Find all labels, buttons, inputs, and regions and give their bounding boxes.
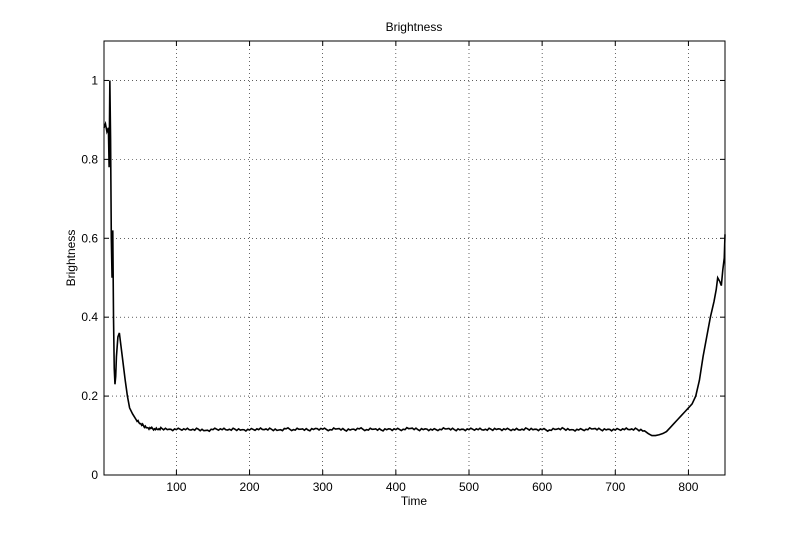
y-tick-label: 0	[91, 468, 98, 482]
x-tick-label: 100	[166, 480, 186, 494]
plot-area	[104, 41, 725, 475]
plot-frame	[103, 40, 726, 476]
x-tick-label: 500	[459, 480, 479, 494]
y-tick-label: 0.4	[81, 310, 98, 324]
x-tick-label: 300	[313, 480, 333, 494]
x-tick-labels: 100 200 300 400 500 600 700 800	[166, 480, 698, 494]
y-tick-labels: 0 0.2 0.4 0.6 0.8 1	[81, 73, 98, 482]
chart-title: Brightness	[386, 20, 443, 34]
x-axis-label: Time	[401, 494, 428, 508]
grid-lines	[104, 41, 725, 476]
x-tick-label: 200	[240, 480, 260, 494]
brightness-series-line	[103, 80, 726, 437]
x-tick-label: 800	[678, 480, 698, 494]
y-tick-label: 0.8	[81, 152, 98, 166]
x-tick-label: 600	[532, 480, 552, 494]
y-axis-label: Brightness	[64, 230, 78, 287]
y-tick-label: 0.2	[81, 389, 98, 403]
y-tick-label: 1	[91, 73, 98, 87]
x-tick-label: 400	[386, 480, 406, 494]
y-tick-label: 0.6	[81, 231, 98, 245]
x-tick-label: 700	[605, 480, 625, 494]
